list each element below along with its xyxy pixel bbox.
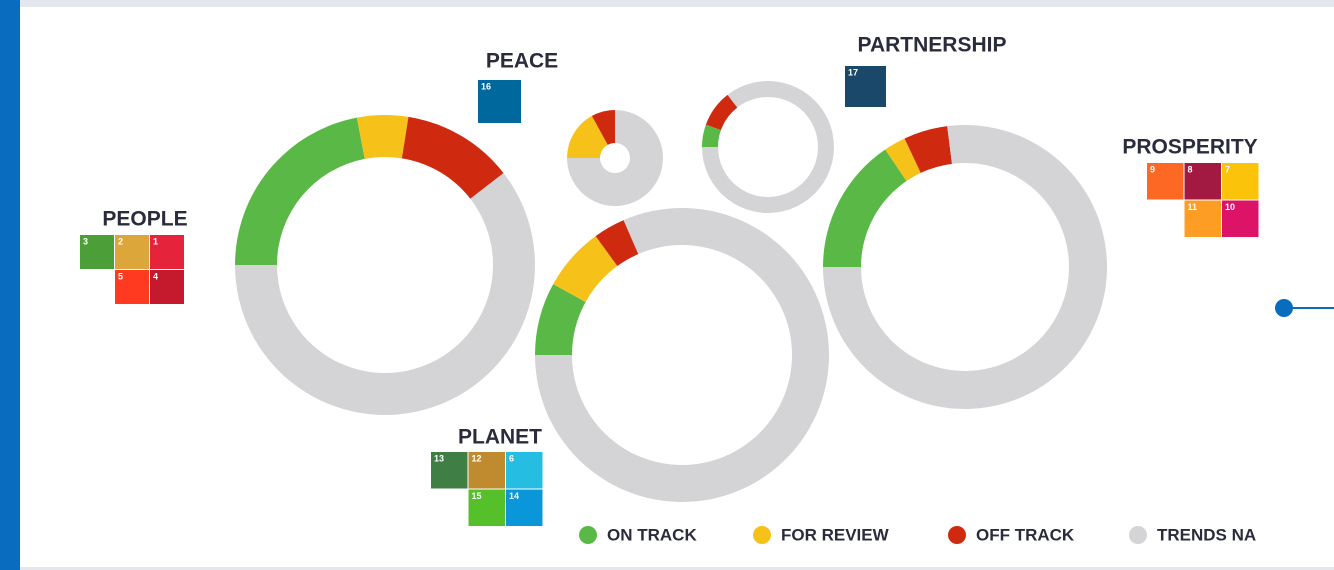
- sdg-number: 3: [83, 236, 88, 246]
- legend-label: FOR REVIEW: [781, 525, 890, 544]
- donut-segment: [401, 116, 504, 199]
- legend-dot: [579, 526, 597, 544]
- legend-label: OFF TRACK: [976, 525, 1075, 544]
- legend-label: ON TRACK: [607, 525, 697, 544]
- sdg-tile: [845, 66, 886, 107]
- sdg-number: 9: [1150, 164, 1155, 174]
- sdg-tile: [1184, 200, 1221, 237]
- group-title: PEOPLE: [102, 208, 187, 231]
- donut-segment: [823, 149, 907, 267]
- sdg-number: 2: [118, 236, 123, 246]
- connector-dot: [1275, 299, 1293, 317]
- donut-segment: [904, 126, 952, 173]
- sdg-number: 7: [1225, 164, 1230, 174]
- sdg-number: 10: [1225, 202, 1235, 212]
- group-title: PEACE: [486, 50, 558, 73]
- sdg-tile: [506, 452, 543, 489]
- sdg-tile: [431, 452, 468, 489]
- group-title: PLANET: [458, 426, 542, 449]
- sdg-tile: [468, 489, 505, 526]
- sdg-tile: [468, 452, 505, 489]
- sdg-tile: [1222, 163, 1259, 200]
- donut-segment: [595, 220, 639, 267]
- top-border: [0, 0, 1334, 7]
- sdg-number: 4: [153, 271, 158, 281]
- sdg-number: 14: [509, 491, 519, 501]
- sdg-tile: [478, 80, 521, 123]
- donut-segment: [702, 124, 721, 147]
- donut-segment: [535, 284, 586, 355]
- donut-segment: [705, 94, 738, 131]
- sdg-number: 11: [1188, 202, 1198, 212]
- sdg-tile: [506, 489, 543, 526]
- legend-dot: [948, 526, 966, 544]
- group-title: PROSPERITY: [1122, 136, 1257, 159]
- legend-label: TRENDS NA: [1157, 525, 1256, 544]
- donut-segment: [567, 115, 608, 158]
- donut-segment: [567, 110, 663, 206]
- donut-segment: [235, 173, 535, 415]
- sdg-number: 8: [1188, 164, 1193, 174]
- sdg-number: 16: [481, 81, 491, 91]
- bottom-border: [20, 567, 1334, 570]
- sdg-number: 17: [848, 67, 858, 77]
- donut-segment: [356, 114, 409, 159]
- group-title: PARTNERSHIP: [858, 34, 1007, 57]
- sdg-number: 5: [118, 271, 123, 281]
- donut-segment: [885, 138, 921, 181]
- sdg-tile: [115, 235, 149, 269]
- donut-segment: [235, 117, 365, 265]
- sdg-number: 12: [472, 453, 482, 463]
- donut-segment: [553, 236, 618, 303]
- legend-dot: [753, 526, 771, 544]
- sdg-number: 15: [472, 491, 482, 501]
- sdg-tile: [1222, 200, 1259, 237]
- sdg-tile: [115, 270, 149, 304]
- sdg-number: 6: [509, 453, 514, 463]
- legend-dot: [1129, 526, 1147, 544]
- sdg-tile: [150, 270, 184, 304]
- sdg-tile: [1147, 163, 1184, 200]
- sdg-number: 13: [434, 453, 444, 463]
- sdg-tile: [1184, 163, 1221, 200]
- sdg-tile: [150, 235, 184, 269]
- donut-segment: [591, 110, 615, 145]
- side-bar: [0, 0, 20, 570]
- sdg-number: 1: [153, 236, 158, 246]
- sdg-tile: [80, 235, 114, 269]
